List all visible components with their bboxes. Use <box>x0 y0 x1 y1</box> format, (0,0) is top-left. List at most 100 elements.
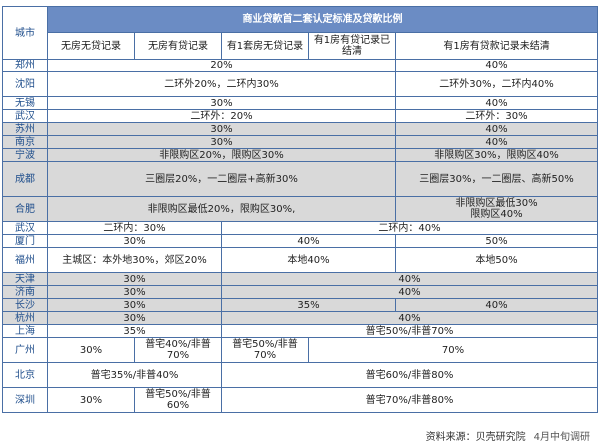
city-cell: 无锡 <box>2 96 48 110</box>
table-title-row: 城市 商业贷款首二套认定标准及贷款比例 <box>2 6 599 60</box>
rate-cell: 40% <box>220 311 599 325</box>
city-cell: 武汉 <box>2 109 48 123</box>
city-cell: 上海 <box>2 324 48 338</box>
rate-cell: 30% <box>47 285 222 299</box>
table-row: 成都 三圈层20%，一二圈层+高新30% 三圈层30%，一二圈层、高新50% <box>2 161 599 197</box>
rate-cell: 本地50% <box>394 247 599 273</box>
rate-cell: 30% <box>47 311 222 325</box>
rate-cell: 非限购区最低20%，限购区30%, <box>47 196 396 222</box>
table-row: 深圳 30% 普宅50%/非普60% 普宅70%/非普80% <box>2 387 599 413</box>
rate-cell: 二环外：20% <box>47 109 396 123</box>
survey-date: 4月中旬调研 <box>533 432 590 443</box>
rate-cell: 35% <box>221 298 396 312</box>
city-cell: 成都 <box>2 161 48 197</box>
rate-cell: 二环外30%，二环内40% <box>394 71 599 97</box>
table-row: 苏州 30% 40% <box>2 122 599 136</box>
table-row: 郑州 20% 40% <box>2 59 599 72</box>
rate-line: 非限购区最低30% <box>455 198 538 209</box>
rate-cell: 普宅70%/非普80% <box>220 387 599 413</box>
table-row: 天津 30% 40% <box>2 272 599 286</box>
city-cell: 广州 <box>2 337 48 363</box>
city-cell: 合肥 <box>2 196 48 222</box>
city-cell: 宁波 <box>2 148 48 162</box>
rate-cell: 二环内：30% <box>47 221 222 235</box>
table-row: 沈阳 二环外20%，二环内30% 二环外30%，二环内40% <box>2 71 599 97</box>
table-row: 济南 30% 40% <box>2 285 599 299</box>
rate-cell: 30% <box>47 298 222 312</box>
table-row: 广州 30% 普宅40%/非普70% 普宅50%/非普70% 70% <box>2 337 599 363</box>
rate-cell: 50% <box>394 234 599 248</box>
rate-cell: 普宅50%/非普70% <box>220 324 599 338</box>
rate-cell: 30% <box>47 272 222 286</box>
table-row: 武汉 二环内：30% 二环内：40% <box>2 221 599 235</box>
table-row: 合肥 非限购区最低20%，限购区30%, 非限购区最低30% 限购区40% <box>2 196 599 222</box>
policy-table-container: 城市 商业贷款首二套认定标准及贷款比例 无房无贷记录 无房有贷记录 有1套房无贷… <box>2 6 599 413</box>
rate-cell: 40% <box>394 122 599 136</box>
rate-cell: 40% <box>394 59 599 72</box>
rate-cell: 非限购区20%，限购区30% <box>47 148 396 162</box>
table-row: 无锡 30% 40% <box>2 96 599 110</box>
table-row: 福州 主城区：本外地30%，郊区20% 本地40% 本地50% <box>2 247 599 273</box>
mortgage-policy-table: 城市 商业贷款首二套认定标准及贷款比例 无房无贷记录 无房有贷记录 有1套房无贷… <box>2 6 599 413</box>
table-title: 商业贷款首二套认定标准及贷款比例 <box>46 6 599 33</box>
rate-cell: 40% <box>394 298 599 312</box>
rate-cell: 70% <box>307 337 599 363</box>
city-cell: 北京 <box>2 362 48 388</box>
source-note: 资料来源：贝壳研究院 4月中旬调研 <box>426 428 590 443</box>
source-text: 资料来源：贝壳研究院 <box>425 432 526 443</box>
table-row: 武汉 二环外：20% 二环外：30% <box>2 109 599 123</box>
city-cell: 厦门 <box>2 234 48 248</box>
rate-cell: 30% <box>47 387 135 413</box>
rate-cell: 主城区：本外地30%，郊区20% <box>47 247 222 273</box>
rate-cell: 40% <box>220 285 599 299</box>
rate-cell: 30% <box>47 122 396 136</box>
city-cell: 南京 <box>2 135 48 149</box>
rate-cell: 三圈层20%，一二圈层+高新30% <box>47 161 396 197</box>
rate-cell: 普宅40%/非普70% <box>134 337 222 363</box>
col-header-one-house-loan-open: 有1房有贷款记录未结清 <box>394 32 599 60</box>
rate-cell: 本地40% <box>221 247 396 273</box>
rate-cell: 20% <box>47 59 396 72</box>
rate-cell: 30% <box>47 135 396 149</box>
rate-cell: 40% <box>394 135 599 149</box>
table-row: 宁波 非限购区20%，限购区30% 非限购区30%，限购区40% <box>2 148 599 162</box>
rate-cell: 普宅60%/非普80% <box>220 362 599 388</box>
city-header: 城市 <box>2 6 48 60</box>
rate-cell: 普宅50%/非普60% <box>134 387 222 413</box>
column-header-row: 无房无贷记录 无房有贷记录 有1套房无贷记录 有1房有贷记录已结清 有1房有贷款… <box>3 32 599 60</box>
rate-cell: 35% <box>47 324 222 338</box>
rate-cell: 普宅50%/非普70% <box>221 337 309 363</box>
rate-cell: 30% <box>47 96 396 110</box>
col-header-no-house-has-loan: 无房有贷记录 <box>134 32 222 60</box>
rate-cell: 三圈层30%，一二圈层、高新50% <box>394 161 599 197</box>
rate-line: 限购区40% <box>470 209 523 220</box>
rate-cell: 普宅35%/非普40% <box>47 362 222 388</box>
city-cell: 济南 <box>2 285 48 299</box>
city-cell: 天津 <box>2 272 48 286</box>
rate-cell: 非限购区最低30% 限购区40% <box>394 196 599 222</box>
rate-cell: 40% <box>220 272 599 286</box>
city-cell: 福州 <box>2 247 48 273</box>
table-row: 厦门 30% 40% 50% <box>2 234 599 248</box>
table-row: 长沙 30% 35% 40% <box>2 298 599 312</box>
col-header-no-house-no-loan: 无房无贷记录 <box>47 32 135 60</box>
rate-cell: 二环外：30% <box>394 109 599 123</box>
rate-cell: 30% <box>47 234 222 248</box>
city-cell: 深圳 <box>2 387 48 413</box>
city-cell: 长沙 <box>2 298 48 312</box>
table-row: 杭州 30% 40% <box>2 311 599 325</box>
table-row: 上海 35% 普宅50%/非普70% <box>2 324 599 338</box>
city-cell: 杭州 <box>2 311 48 325</box>
col-header-one-house-loan-cleared: 有1房有贷记录已结清 <box>308 32 396 60</box>
rate-cell: 二环外20%，二环内30% <box>47 71 396 97</box>
table-row: 南京 30% 40% <box>2 135 599 149</box>
rate-cell: 二环内：40% <box>220 221 599 235</box>
city-cell: 郑州 <box>2 59 48 72</box>
rate-cell: 非限购区30%，限购区40% <box>394 148 599 162</box>
rate-cell: 30% <box>47 337 135 363</box>
city-cell: 苏州 <box>2 122 48 136</box>
table-row: 北京 普宅35%/非普40% 普宅60%/非普80% <box>2 362 599 388</box>
city-cell: 武汉 <box>2 221 48 235</box>
rate-cell: 40% <box>221 234 396 248</box>
city-cell: 沈阳 <box>2 71 48 97</box>
